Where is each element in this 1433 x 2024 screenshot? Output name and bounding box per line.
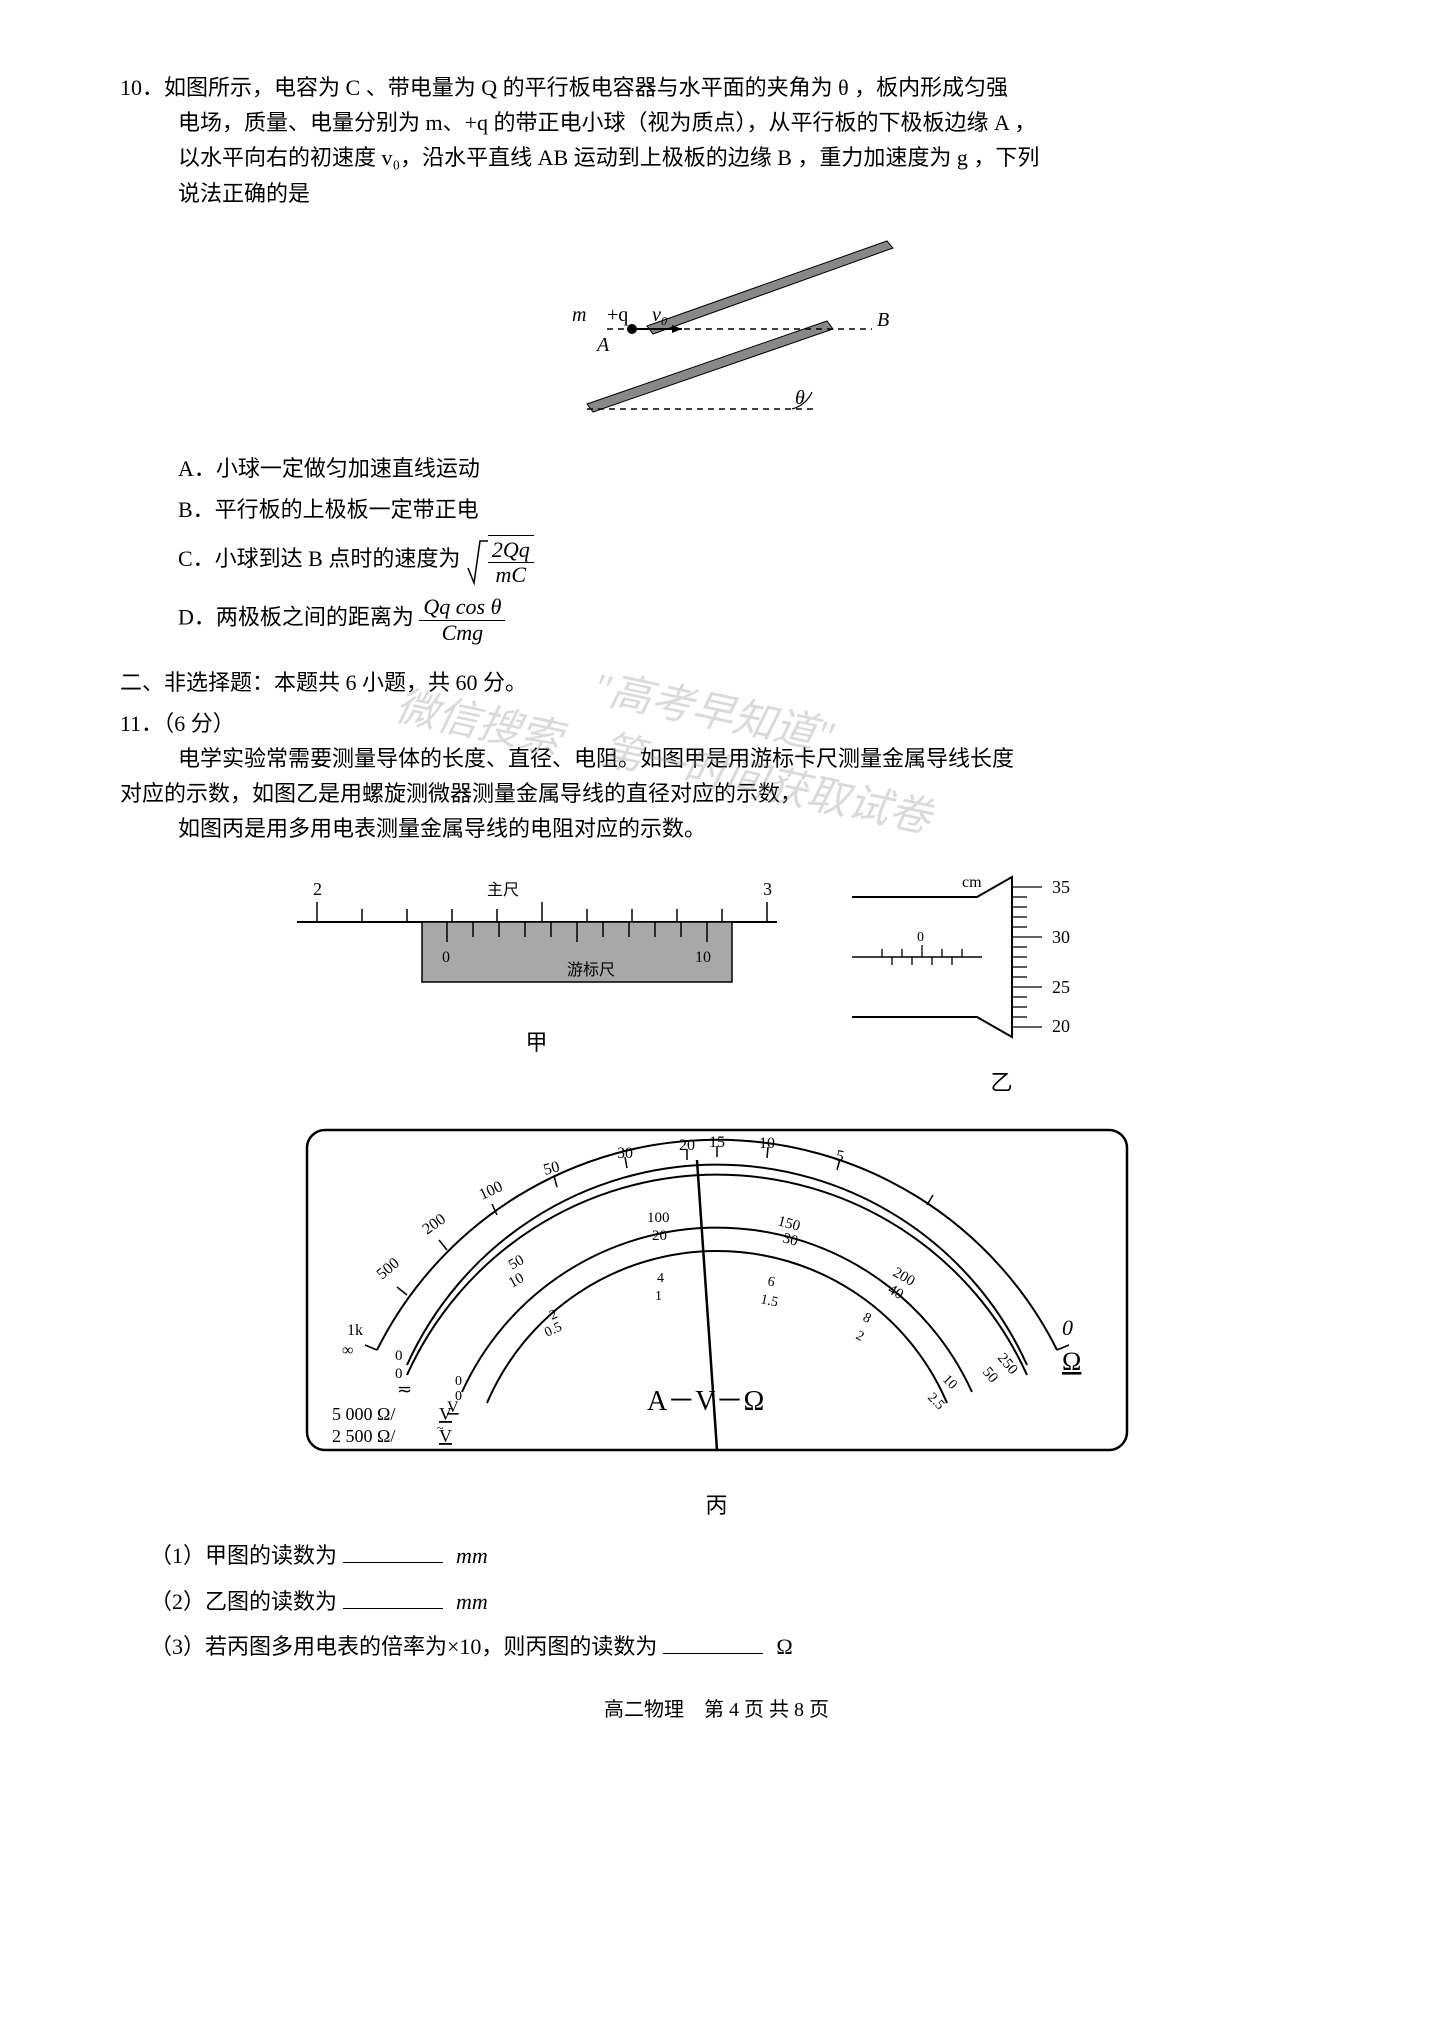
sub1-blank[interactable] [343, 1541, 443, 1563]
q11-line1: 11．（6 分） [120, 706, 1313, 741]
2500-label: 2 500 Ω/ [332, 1426, 395, 1446]
5000-label: 5 000 Ω/ [332, 1404, 395, 1424]
caliper-box: 2 主尺 3 0 游标尺 10 甲 [277, 867, 797, 1100]
vernier-10: 10 [695, 949, 711, 966]
q11-sub1: （1）甲图的读数为 mm [120, 1538, 1313, 1573]
sleeve-0: 0 [917, 930, 924, 945]
sub3-blank[interactable] [663, 1632, 763, 1654]
velocity-arrowhead [672, 325, 682, 333]
question-11: 11．（6 分） 电学实验常需要测量导体的长度、直径、电阻。如图甲是用游标卡尺测… [120, 706, 1313, 1664]
opt-d-prefix: D．两极板之间的距离为 [178, 605, 414, 630]
sub2-unit: mm [448, 1589, 488, 1614]
sub2-blank[interactable] [343, 1587, 443, 1609]
q11-text1: 电学实验常需要测量导体的长度、直径、电阻。如图甲是用游标卡尺测量金属导线长度 [120, 741, 1313, 776]
q11-number: 11． [120, 711, 163, 736]
opt-d-formula: Qq cos θ Cmg [419, 595, 505, 644]
main-num-3: 3 [763, 879, 772, 899]
multimeter-box: 1k ∞ 500 200 100 50 30 20 15 10 5 0 Ω 0 … [120, 1120, 1313, 1523]
sub3-text: （3）若丙图多用电表的倍率为×10，则丙图的读数为 [150, 1634, 657, 1659]
sleeve-ticks [882, 945, 962, 965]
ohm-10: 10 [759, 1135, 775, 1152]
page-footer: 高二物理 第 4 页 共 8 页 [120, 1694, 1313, 1726]
micrometer-caption: 乙 [847, 1065, 1157, 1100]
question-10: 10．如图所示，电容为 C 、带电量为 Q 的平行板电容器与水平面的夹角为 θ … [120, 70, 1313, 645]
opt-c-prefix: C．小球到达 B 点时的速度为 [178, 546, 460, 571]
thimble-30: 30 [1052, 927, 1070, 947]
q10-line2: 电场，质量、电量分别为 m、+q 的带正电小球（视为质点），从平行板的下极板边缘… [120, 105, 1313, 140]
in-0: 0 [455, 1374, 462, 1389]
thimble-35: 35 [1052, 877, 1070, 897]
ac-symbol: ≂ [397, 1379, 412, 1399]
q10-option-A: A．小球一定做匀加速直线运动 [120, 451, 1313, 486]
tilde: ~ [437, 1421, 444, 1435]
thimble-25: 25 [1052, 977, 1070, 997]
mid-100: 100 [647, 1210, 670, 1226]
mid-0a: 0 [395, 1348, 403, 1364]
micrometer-svg: 0 cm 35 30 25 20 [847, 867, 1157, 1047]
thimble-ticks [1012, 887, 1042, 1027]
multimeter-caption: 丙 [120, 1488, 1313, 1523]
B-label: B [877, 309, 889, 331]
q10-number: 10． [120, 75, 164, 100]
ohm-30: 30 [617, 1145, 633, 1162]
sqrt-symbol [466, 533, 488, 589]
in-1: 1 [655, 1289, 662, 1304]
q11-sub2: （2）乙图的读数为 mm [120, 1584, 1313, 1619]
main-label: 主尺 [487, 881, 519, 899]
v0-label: v₀ [652, 304, 668, 326]
q11-text2: 对应的示数，如图乙是用螺旋测微器测量金属导线的直径对应的示数， [120, 776, 1313, 811]
vernier-0: 0 [442, 949, 450, 966]
c-den: mC [492, 563, 531, 587]
caliper-svg: 2 主尺 3 0 游标尺 10 [277, 867, 797, 1007]
q10-text1: 如图所示，电容为 C 、带电量为 Q 的平行板电容器与水平面的夹角为 θ ，板内… [164, 75, 1008, 100]
main-num-2: 2 [313, 879, 322, 899]
sub2-text: （2）乙图的读数为 [150, 1589, 337, 1614]
main-ticks [317, 902, 767, 922]
q11-sub3: （3）若丙图多用电表的倍率为×10，则丙图的读数为 Ω [120, 1629, 1313, 1664]
q11-text3: 如图丙是用多用电表测量金属导线的电阻对应的示数。 [120, 811, 1313, 846]
cm-label: cm [962, 874, 982, 891]
sub3-unit: Ω [768, 1634, 792, 1659]
avo-label: A－V－Ω [647, 1386, 764, 1417]
thimble-20: 20 [1052, 1016, 1070, 1036]
q10-line3: 以水平向右的初速度 v₀，沿水平直线 AB 运动到上极板的边缘 B ，重力加速度… [120, 140, 1313, 175]
q10-figure: m +q v₀ A B θ [120, 226, 1313, 436]
q10-line1: 10．如图所示，电容为 C 、带电量为 Q 的平行板电容器与水平面的夹角为 θ … [120, 70, 1313, 105]
ball [627, 324, 637, 334]
theta-label: θ [795, 387, 805, 409]
ohm-symbol: Ω [1062, 1347, 1081, 1376]
q10-option-C: C．小球到达 B 点时的速度为 2Qq mC [120, 533, 1313, 589]
d-den: Cmg [438, 621, 488, 645]
capacitor-diagram: m +q v₀ A B θ [457, 226, 977, 426]
section2-header: 二、非选择题：本题共 6 小题，共 60 分。 [120, 665, 1313, 700]
vernier-label: 游标尺 [567, 961, 615, 979]
multimeter-svg: 1k ∞ 500 200 100 50 30 20 15 10 5 0 Ω 0 … [287, 1120, 1147, 1470]
A-label: A [595, 334, 610, 356]
ohm-20: 20 [679, 1137, 695, 1154]
q10-line4: 说法正确的是 [120, 176, 1313, 211]
m-label: m [572, 304, 586, 326]
ohm-1k: 1k [347, 1322, 363, 1339]
c-num: 2Qq [488, 538, 534, 563]
caliper-caption: 甲 [277, 1025, 797, 1060]
q-label: +q [607, 304, 628, 326]
upper-plate [647, 241, 893, 334]
ohm-15: 15 [709, 1134, 725, 1151]
sub1-unit: mm [448, 1543, 488, 1568]
instruments-row: 2 主尺 3 0 游标尺 10 甲 [120, 867, 1313, 1100]
in-4: 4 [657, 1271, 664, 1286]
q10-option-B: B．平行板的上极板一定带正电 [120, 492, 1313, 527]
sub1-text: （1）甲图的读数为 [150, 1543, 337, 1568]
micrometer-box: 0 cm 35 30 25 20 乙 [847, 867, 1157, 1100]
q10-option-D: D．两极板之间的距离为 Qq cos θ Cmg [120, 595, 1313, 644]
ohm-0: 0 [1062, 1315, 1073, 1340]
mid-20: 20 [652, 1228, 667, 1244]
ohm-inf: ∞ [342, 1342, 353, 1359]
d-num: Qq cos θ [419, 595, 505, 620]
opt-c-formula: 2Qq mC [466, 533, 534, 589]
q11-points: （6 分） [163, 711, 235, 736]
